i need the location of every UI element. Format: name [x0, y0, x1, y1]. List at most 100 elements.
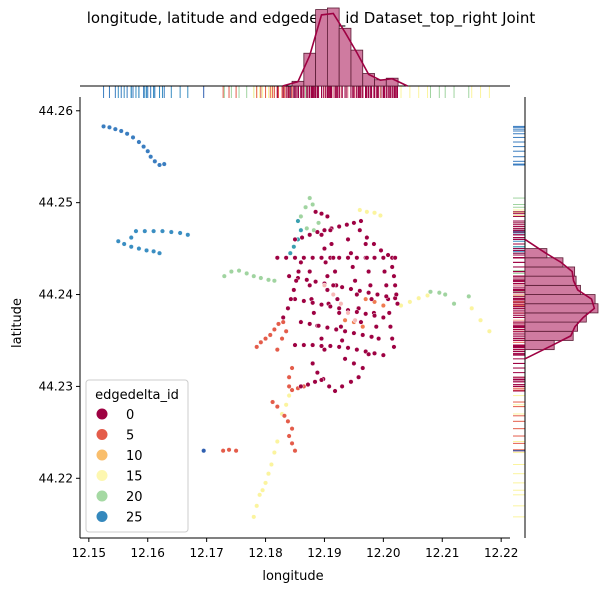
data-point	[352, 317, 358, 323]
data-point	[324, 273, 330, 279]
data-point	[330, 291, 336, 298]
kde-curve	[524, 238, 596, 360]
data-point	[326, 383, 332, 389]
data-point	[363, 241, 369, 247]
data-point	[286, 273, 292, 279]
x-tick-label: 12.21	[425, 546, 459, 560]
data-point	[380, 303, 386, 309]
data-point	[345, 236, 351, 242]
data-point	[354, 291, 360, 298]
data-point	[318, 377, 325, 383]
histogram-bar	[524, 248, 548, 259]
legend-marker	[96, 511, 108, 522]
data-point	[369, 296, 375, 302]
data-point	[289, 426, 295, 432]
data-point	[391, 344, 397, 350]
data-point	[291, 244, 297, 250]
data-point	[262, 336, 269, 342]
data-point	[393, 291, 399, 298]
data-point	[334, 296, 340, 302]
data-point	[338, 324, 344, 330]
data-point	[360, 324, 366, 330]
data-point	[354, 255, 360, 261]
data-point	[303, 204, 309, 210]
data-point	[115, 238, 121, 244]
data-point	[436, 290, 442, 296]
data-point	[268, 461, 274, 468]
data-point	[307, 321, 313, 327]
data-point	[342, 317, 348, 323]
data-point	[357, 227, 363, 233]
data-point	[313, 279, 319, 285]
data-point	[376, 336, 382, 342]
data-point	[307, 232, 313, 238]
y-tick-label: 44.26	[39, 104, 73, 118]
data-point	[314, 229, 320, 235]
data-point	[298, 259, 304, 265]
data-point	[389, 264, 395, 270]
data-point	[321, 347, 328, 353]
data-point	[298, 383, 304, 389]
kde-curve	[282, 12, 408, 87]
marginal-y-histogram	[513, 97, 599, 538]
data-point	[354, 309, 360, 315]
data-point	[339, 383, 345, 389]
chart-title: longitude, latitude and edgedelta_id Dat…	[87, 9, 536, 28]
x-tick-label: 12.17	[189, 546, 223, 560]
data-point	[327, 303, 333, 310]
data-point	[330, 282, 336, 288]
data-point	[141, 144, 147, 150]
data-point	[345, 255, 351, 261]
legend-title: edgedelta_id	[95, 388, 179, 403]
data-point	[371, 313, 378, 319]
data-point	[318, 232, 325, 238]
histogram-bar	[338, 27, 352, 87]
data-point	[387, 324, 393, 330]
data-point	[148, 154, 154, 160]
legend-marker	[96, 470, 108, 481]
data-point	[352, 278, 358, 284]
data-point	[469, 305, 475, 311]
data-point	[298, 213, 304, 219]
legend-label: 5	[126, 429, 134, 444]
data-point	[270, 399, 276, 405]
data-point	[378, 247, 384, 253]
data-point	[363, 296, 369, 302]
data-point	[364, 255, 370, 261]
data-point	[318, 255, 325, 261]
data-point	[274, 404, 280, 410]
data-point	[283, 328, 289, 334]
data-point	[283, 255, 289, 261]
data-point	[292, 236, 298, 242]
data-point	[385, 252, 391, 258]
data-point	[373, 324, 379, 330]
data-point	[275, 321, 282, 327]
data-point	[442, 291, 448, 298]
data-point	[124, 131, 130, 137]
data-point	[324, 325, 330, 331]
marginal-x-histogram	[80, 7, 510, 98]
data-point	[451, 301, 457, 307]
data-point	[168, 229, 174, 235]
y-axis-label: latitude	[10, 298, 25, 348]
data-point	[136, 246, 142, 252]
data-point	[289, 387, 295, 393]
data-point	[254, 503, 260, 509]
data-point	[316, 323, 322, 329]
data-point	[151, 248, 157, 254]
data-point	[311, 310, 317, 316]
data-point	[293, 278, 299, 284]
data-point	[339, 284, 345, 290]
data-point	[318, 343, 325, 349]
data-point	[152, 158, 158, 164]
data-point	[369, 334, 375, 340]
data-point	[295, 269, 302, 275]
data-point	[332, 269, 338, 275]
data-point	[156, 162, 163, 168]
data-point	[336, 344, 342, 350]
data-point	[358, 218, 364, 224]
data-point	[262, 480, 269, 486]
data-point	[318, 336, 325, 342]
x-axis-label: longitude	[262, 569, 323, 584]
data-point	[350, 264, 356, 270]
